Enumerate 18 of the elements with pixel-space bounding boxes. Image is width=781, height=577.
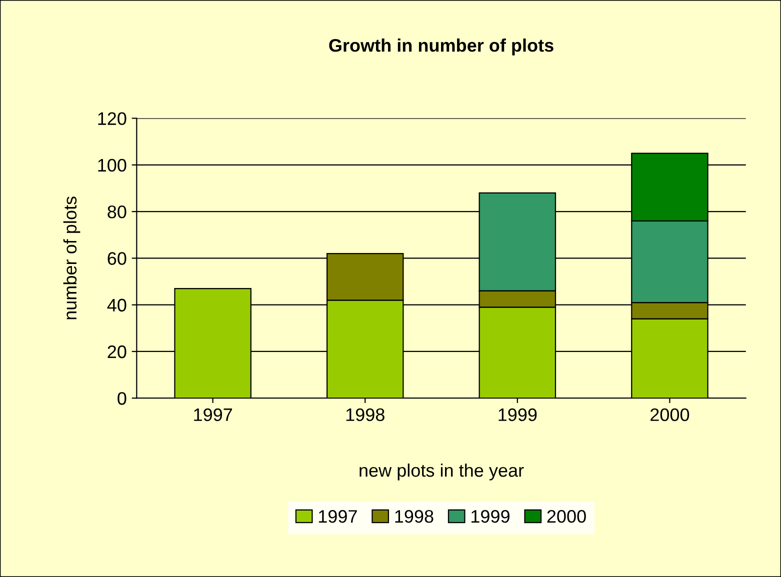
y-tick-label: 120 <box>98 112 126 126</box>
x-tick-label: 1998 <box>346 408 384 422</box>
x-axis-title: new plots in the year <box>360 464 524 480</box>
y-tick-label: 0 <box>118 392 126 405</box>
x-tick-label: 2000 <box>650 408 690 422</box>
legend-label: 1999 <box>472 510 510 523</box>
y-tick-label: 20 <box>108 345 126 358</box>
legend-label: 1997 <box>318 510 357 523</box>
x-tick-label: 1997 <box>194 408 232 422</box>
y-tick-label: 40 <box>107 298 126 312</box>
legend-label: 2000 <box>547 510 586 523</box>
x-tick-label: 1999 <box>498 408 537 422</box>
legend-label: 1998 <box>395 510 434 523</box>
chart-title: Growth in number of plots <box>329 38 554 56</box>
y-tick-label: 100 <box>98 158 126 172</box>
y-tick-label: 60 <box>108 252 126 265</box>
y-tick-label: 80 <box>108 206 126 218</box>
y-axis-title: number of plots <box>63 196 80 320</box>
